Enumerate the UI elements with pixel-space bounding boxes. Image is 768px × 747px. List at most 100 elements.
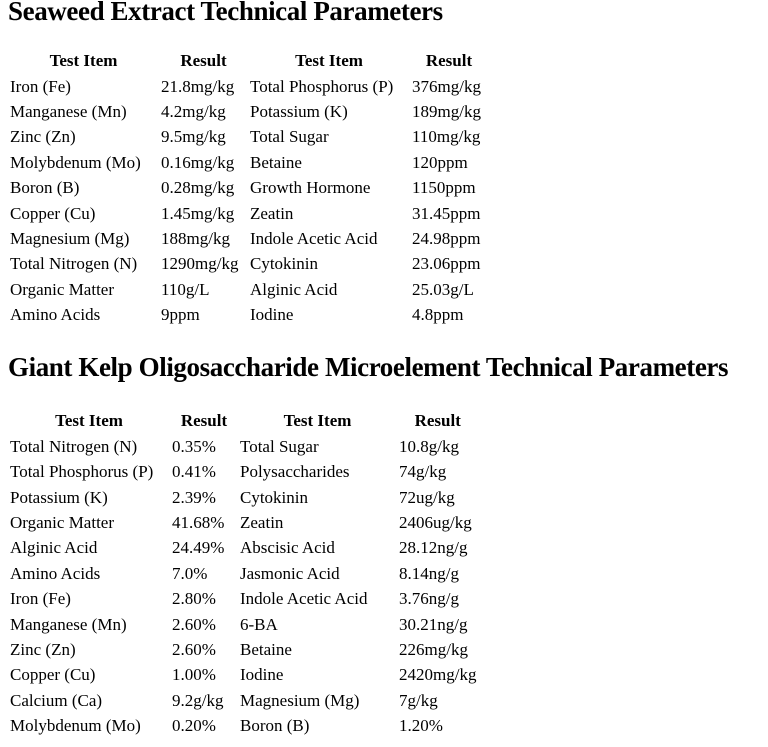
table-header-row: Test Item Result Test Item Result xyxy=(8,48,488,73)
test-item-cell: Calcium (Ca) xyxy=(10,690,103,710)
result-cell: 0.16mg/kg xyxy=(161,152,235,172)
result-cell: 3.76ng/g xyxy=(399,589,459,609)
test-item-cell: Boron (B) xyxy=(240,716,310,736)
result-cell: 8.14ng/g xyxy=(399,563,459,583)
result-cell: 1290mg/kg xyxy=(161,254,239,274)
result-cell: 4.8ppm xyxy=(412,305,464,325)
test-item-cell: 6-BA xyxy=(240,614,278,634)
result-cell: 1.45mg/kg xyxy=(161,203,235,223)
kelp-oligosaccharide-table-body: Total Nitrogen (N) 0.35% Total Sugar 10.8g/… xyxy=(8,434,478,739)
test-item-cell: Jasmonic Acid xyxy=(240,563,340,583)
test-item-cell: Total Sugar xyxy=(250,127,329,147)
result-cell: 7.0% xyxy=(172,563,208,583)
table-row: Copper (Cu) 1.45mg/kg Zeatin 31.45ppm xyxy=(8,200,488,225)
test-item-cell: Zeatin xyxy=(240,513,284,533)
test-item-cell: Magnesium (Mg) xyxy=(10,228,130,248)
table-row: Total Phosphorus (P) 0.41% Polysaccharides… xyxy=(8,459,478,484)
table-row: Manganese (Mn) 2.60% 6-BA 30.21ng/g xyxy=(8,611,478,636)
result-cell: 0.28mg/kg xyxy=(161,178,235,198)
test-item-cell: Zinc (Zn) xyxy=(10,127,76,147)
result-cell: 110mg/kg xyxy=(412,127,481,147)
table-row: Organic Matter 110g/L Alginic Acid 25.03g/L xyxy=(8,277,488,302)
table-row: Total Nitrogen (N) 0.35% Total Sugar 10.8g/… xyxy=(8,434,478,459)
result-cell: 31.45ppm xyxy=(412,203,481,223)
test-item-cell: Manganese (Mn) xyxy=(10,101,127,121)
result-cell: 2.60% xyxy=(172,614,216,634)
table-row: Total Nitrogen (N) 1290mg/kg Cytokinin 23.0… xyxy=(8,251,488,276)
result-cell: 188mg/kg xyxy=(161,228,230,248)
test-item-cell: Zinc (Zn) xyxy=(10,640,76,659)
test-item-cell: Total Nitrogen (N) xyxy=(10,436,138,456)
test-item-cell: Indole Acetic Acid xyxy=(240,589,368,609)
test-item-cell: Cytokinin xyxy=(250,254,319,274)
table-row: Zinc (Zn) 9.5mg/kg Total Sugar 110mg/kg xyxy=(8,124,488,149)
table-row: Alginic Acid 24.49% Abscisic Acid 28.12ng/g xyxy=(8,535,478,560)
test-item-cell: Potassium (K) xyxy=(10,487,108,507)
result-cell: 24.49% xyxy=(172,538,225,558)
test-item-cell: Iodine xyxy=(240,665,284,685)
result-cell: 7g/kg xyxy=(399,690,438,710)
result-cell: 2.39% xyxy=(172,487,216,507)
result-cell: 72ug/kg xyxy=(399,487,455,507)
test-item-cell: Potassium (K) xyxy=(250,101,348,121)
test-item-cell: Alginic Acid xyxy=(10,538,98,558)
column-header-test-item-1: Test Item xyxy=(49,51,118,71)
result-cell: 23.06ppm xyxy=(412,254,481,274)
test-item-cell: Magnesium (Mg) xyxy=(240,690,360,710)
test-item-cell: Copper (Cu) xyxy=(10,665,96,685)
section-seaweed-extract: Seaweed Extract Technical Parameters Tes… xyxy=(8,0,768,327)
result-cell: 1150ppm xyxy=(412,178,476,198)
result-cell: 4.2mg/kg xyxy=(161,101,226,121)
table-row: Iron (Fe) 21.8mg/kg Total Phosphorus (P) 37… xyxy=(8,73,488,98)
kelp-oligosaccharide-table: Test Item Result Test Item Result Total … xyxy=(8,408,478,738)
section-kelp-oligosaccharide: Giant Kelp Oligosaccharide Microelement … xyxy=(8,352,768,738)
test-item-cell: Amino Acids xyxy=(10,563,101,583)
test-item-cell: Boron (B) xyxy=(10,178,80,198)
result-cell: 2.80% xyxy=(172,589,216,609)
result-cell: 226mg/kg xyxy=(399,640,468,659)
result-cell: 9ppm xyxy=(161,305,200,325)
table-row: Potassium (K) 2.39% Cytokinin 72ug/kg xyxy=(8,484,478,509)
test-item-cell: Organic Matter xyxy=(10,279,115,299)
table-row: Molybdenum (Mo) 0.16mg/kg Betaine 120ppm xyxy=(8,150,488,175)
table-row: Zinc (Zn) 2.60% Betaine 226mg/kg xyxy=(8,637,478,662)
result-cell: 74g/kg xyxy=(399,462,447,482)
table-row: Organic Matter 41.68% Zeatin 2406ug/kg xyxy=(8,510,478,535)
result-cell: 0.41% xyxy=(172,462,216,482)
result-cell: 2406ug/kg xyxy=(399,513,472,533)
test-item-cell: Total Phosphorus (P) xyxy=(250,76,394,96)
result-cell: 189mg/kg xyxy=(412,101,481,121)
result-cell: 30.21ng/g xyxy=(399,614,468,634)
test-item-cell: Indole Acetic Acid xyxy=(250,228,378,248)
test-item-cell: Growth Hormone xyxy=(250,178,371,198)
result-cell: 0.35% xyxy=(172,436,216,456)
seaweed-extract-table-body: Iron (Fe) 21.8mg/kg Total Phosphorus (P) 37… xyxy=(8,73,488,327)
test-item-cell: Organic Matter xyxy=(10,513,115,533)
test-item-cell: Betaine xyxy=(240,640,292,659)
kelp-oligosaccharide-title: Giant Kelp Oligosaccharide Microelement … xyxy=(8,352,729,383)
test-item-cell: Manganese (Mn) xyxy=(10,614,127,634)
test-item-cell: Iron (Fe) xyxy=(10,76,71,96)
table-header-row: Test Item Result Test Item Result xyxy=(8,408,478,433)
result-cell: 110g/L xyxy=(161,279,210,299)
result-cell: 24.98ppm xyxy=(412,228,481,248)
test-item-cell: Total Sugar xyxy=(240,436,319,456)
table-row: Copper (Cu) 1.00% Iodine 2420mg/kg xyxy=(8,662,478,687)
result-cell: 1.20% xyxy=(399,716,443,736)
result-cell: 41.68% xyxy=(172,513,225,533)
result-cell: 10.8g/kg xyxy=(399,436,459,456)
test-item-cell: Iodine xyxy=(250,305,294,325)
test-item-cell: Alginic Acid xyxy=(250,279,338,299)
test-item-cell: Zeatin xyxy=(250,203,294,223)
seaweed-extract-table: Test Item Result Test Item Result Iron (… xyxy=(8,48,488,327)
table-row: Calcium (Ca) 9.2g/kg Magnesium (Mg) 7g/kg xyxy=(8,688,478,713)
test-item-cell: Abscisic Acid xyxy=(240,538,335,558)
result-cell: 25.03g/L xyxy=(412,279,474,299)
column-header-result-2: Result xyxy=(414,411,461,431)
result-cell: 120ppm xyxy=(412,152,468,172)
table-row: Manganese (Mn) 4.2mg/kg Potassium (K) 189mg… xyxy=(8,99,488,124)
seaweed-extract-title: Seaweed Extract Technical Parameters xyxy=(8,0,443,26)
result-cell: 9.5mg/kg xyxy=(161,127,226,147)
column-header-test-item-2: Test Item xyxy=(283,411,352,431)
